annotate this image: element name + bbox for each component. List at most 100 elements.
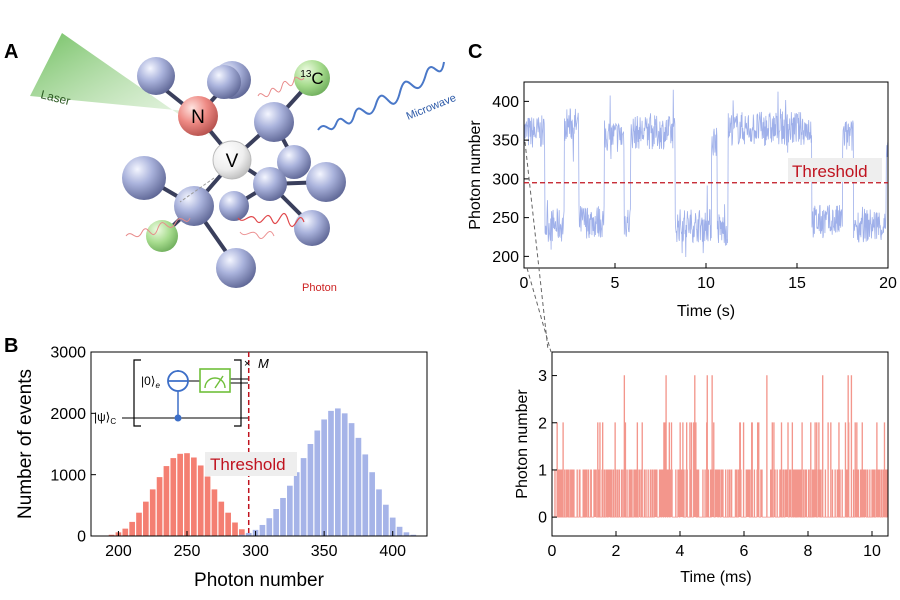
histogram-bar bbox=[266, 518, 273, 536]
histogram-bar bbox=[177, 453, 183, 536]
histogram-bar bbox=[259, 524, 266, 536]
laser-beam bbox=[30, 33, 230, 150]
ket-zero-text: |0⟩ bbox=[141, 374, 155, 388]
y-tick-label: 3 bbox=[538, 368, 547, 385]
histogram-x-ticks: 200 250 300 350 400 bbox=[105, 531, 406, 560]
histogram-bar bbox=[108, 534, 115, 536]
ket-zero-sub: e bbox=[155, 381, 160, 390]
histogram-bar bbox=[341, 413, 348, 536]
trace-ms-path bbox=[552, 375, 889, 518]
y-tick-label: 300 bbox=[492, 171, 519, 188]
trace-ms-y-label: Photon number bbox=[514, 389, 531, 499]
histogram-threshold-label-bg bbox=[205, 452, 297, 476]
histogram-bar bbox=[136, 512, 142, 536]
atom-carbon bbox=[277, 145, 311, 179]
trace-seconds-threshold-label-bg bbox=[788, 158, 882, 182]
atom-c13 bbox=[294, 60, 330, 96]
histogram-bar bbox=[335, 408, 341, 536]
histogram-bar bbox=[239, 529, 245, 536]
histogram-bar bbox=[280, 497, 286, 536]
measurement-meter-needle bbox=[214, 375, 224, 389]
histogram-bar bbox=[362, 454, 369, 536]
circuit-inset: |0⟩e |ψ⟩C × M bbox=[94, 356, 269, 427]
atom-carbon bbox=[137, 57, 175, 95]
histogram-bar bbox=[197, 465, 204, 536]
histogram-bar bbox=[143, 501, 149, 536]
histogram-bar bbox=[273, 509, 279, 536]
histogram-bar bbox=[307, 444, 314, 536]
atom-carbon bbox=[174, 186, 214, 226]
x-tick-label: 6 bbox=[740, 543, 749, 560]
trace-ms-y-ticks: 0 1 2 3 bbox=[538, 368, 557, 527]
x-tick-label: 10 bbox=[697, 275, 715, 292]
measurement-box bbox=[199, 368, 231, 393]
atom-carbon bbox=[306, 162, 346, 202]
panel-c-letter: C bbox=[468, 41, 482, 63]
histogram-bar bbox=[184, 453, 190, 536]
x-tick-label: 0 bbox=[520, 275, 529, 292]
cnot-control-dot bbox=[174, 414, 182, 422]
trace-ms-x-ticks: 0 2 4 6 8 10 bbox=[548, 531, 881, 560]
y-tick-label: 1000 bbox=[50, 467, 86, 484]
histogram-bar bbox=[328, 410, 334, 536]
atom-nitrogen-label: N bbox=[191, 107, 205, 128]
nv-dash bbox=[179, 177, 215, 203]
x-tick-label: 250 bbox=[174, 543, 201, 560]
x-tick-label: 8 bbox=[804, 543, 813, 560]
x-tick-label: 2 bbox=[612, 543, 621, 560]
x-tick-label: 0 bbox=[548, 543, 557, 560]
trace-seconds-x-ticks: 0 5 10 15 20 bbox=[520, 263, 897, 292]
histogram-bar bbox=[156, 477, 163, 536]
atom-nitrogen bbox=[178, 96, 218, 136]
histogram-bar bbox=[287, 485, 293, 536]
x-tick-label: 200 bbox=[105, 543, 132, 560]
histogram-y-label: Number of events bbox=[15, 369, 36, 519]
trace-ms-line bbox=[552, 375, 889, 518]
histogram-bar bbox=[129, 521, 135, 536]
atom-carbon bbox=[216, 248, 256, 288]
histogram-x-label: Photon number bbox=[194, 570, 325, 591]
repeat-times: × bbox=[244, 358, 250, 370]
y-tick-label: 2 bbox=[538, 415, 547, 432]
atom-carbon bbox=[122, 156, 166, 200]
histogram-bar bbox=[389, 517, 396, 536]
emission-wave-left bbox=[125, 217, 191, 238]
trace-ms-plot-frame bbox=[551, 351, 889, 537]
histogram-bar bbox=[348, 423, 355, 536]
ket-psi-text: |ψ⟩ bbox=[94, 410, 110, 424]
atom-vacancy-label: V bbox=[226, 151, 239, 172]
x-tick-label: 10 bbox=[863, 543, 881, 560]
ket-psi-sub: C bbox=[110, 417, 116, 426]
atom-c13-superscript: 13 bbox=[300, 69, 312, 80]
histogram-bar bbox=[314, 430, 321, 536]
atom-carbon bbox=[253, 167, 287, 201]
histogram-bars bbox=[108, 408, 417, 536]
y-tick-label: 2000 bbox=[50, 406, 86, 423]
ket-zero: |0⟩e bbox=[141, 374, 160, 390]
y-tick-label: 200 bbox=[492, 249, 519, 266]
histogram-bar bbox=[321, 419, 327, 536]
atom-carbon bbox=[219, 191, 249, 221]
measurement-meter-icon bbox=[204, 377, 226, 389]
x-tick-label: 300 bbox=[242, 543, 269, 560]
atom-c13-lower bbox=[146, 220, 178, 252]
y-tick-label: 3000 bbox=[50, 345, 86, 362]
x-tick-label: 350 bbox=[311, 543, 338, 560]
emission-wave-top bbox=[257, 76, 305, 98]
panel-a: A Laser bbox=[4, 33, 458, 294]
trace-seconds-line bbox=[523, 89, 889, 257]
panel-b-letter: B bbox=[4, 335, 18, 357]
y-tick-label: 400 bbox=[492, 94, 519, 111]
trace-seconds-threshold-label: Threshold bbox=[792, 162, 868, 181]
histogram-bar bbox=[369, 472, 375, 536]
photon-wave bbox=[237, 212, 305, 228]
histogram-bar bbox=[383, 504, 389, 536]
ket-psi: |ψ⟩C bbox=[94, 410, 116, 426]
histogram-bar bbox=[149, 489, 156, 536]
panel-b: B 0 1000 2000 3000 200 250 300 350 400 Threshol… bbox=[4, 335, 428, 591]
histogram-bar bbox=[300, 458, 307, 536]
trace-seconds-x-label: Time (s) bbox=[677, 303, 735, 320]
y-tick-label: 0 bbox=[77, 529, 86, 546]
